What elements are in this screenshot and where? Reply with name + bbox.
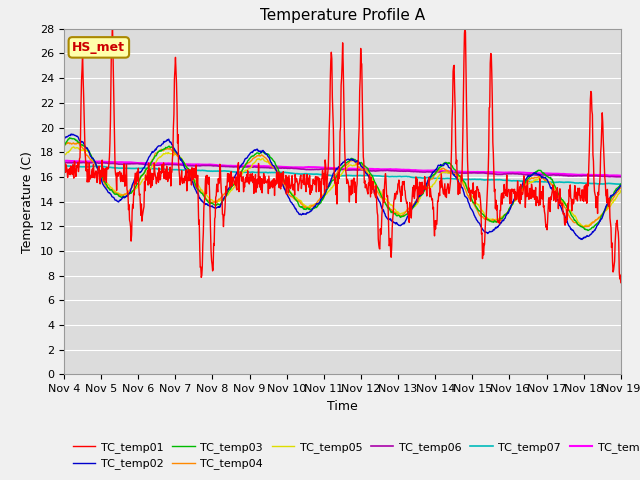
TC_temp02 — [617, 182, 625, 188]
TC_temp02 — [582, 235, 589, 240]
TC_temp04 — [208, 200, 216, 205]
TC_temp02 — [60, 136, 68, 142]
TC_temp07 — [267, 169, 275, 175]
TC_temp07 — [581, 180, 589, 186]
Line: TC_temp07: TC_temp07 — [64, 166, 621, 184]
TC_temp08 — [617, 173, 625, 179]
TC_temp02 — [348, 156, 356, 162]
TC_temp03 — [348, 156, 356, 161]
TC_temp04 — [348, 158, 356, 164]
TC_temp03 — [66, 135, 74, 141]
TC_temp05 — [463, 185, 471, 191]
TC_temp04 — [74, 140, 81, 145]
TC_temp05 — [617, 188, 625, 194]
TC_temp01 — [268, 178, 275, 184]
TC_temp03 — [208, 201, 216, 206]
X-axis label: Time: Time — [327, 400, 358, 413]
TC_temp05 — [580, 224, 588, 229]
TC_temp06 — [617, 174, 625, 180]
TC_temp06 — [208, 163, 216, 168]
TC_temp06 — [348, 167, 355, 173]
TC_temp05 — [60, 153, 68, 158]
TC_temp02 — [463, 195, 471, 201]
Line: TC_temp06: TC_temp06 — [64, 162, 621, 177]
TC_temp04 — [582, 224, 589, 229]
TC_temp08 — [463, 169, 471, 175]
TC_temp07 — [208, 168, 216, 174]
TC_temp03 — [268, 156, 275, 161]
TC_temp08 — [208, 162, 216, 168]
TC_temp06 — [133, 161, 141, 167]
TC_temp08 — [268, 164, 275, 169]
Line: TC_temp02: TC_temp02 — [64, 134, 621, 240]
TC_temp06 — [463, 170, 470, 176]
TC_temp06 — [60, 159, 68, 165]
TC_temp08 — [348, 166, 356, 171]
TC_temp01 — [617, 280, 625, 286]
TC_temp02 — [67, 131, 75, 137]
TC_temp05 — [208, 197, 216, 203]
TC_temp05 — [348, 163, 356, 168]
TC_temp03 — [60, 144, 68, 149]
TC_temp06 — [267, 165, 275, 171]
TC_temp05 — [268, 163, 275, 168]
TC_temp04 — [463, 191, 471, 197]
TC_temp01 — [581, 193, 589, 199]
TC_temp03 — [617, 181, 625, 187]
Line: TC_temp05: TC_temp05 — [64, 147, 621, 227]
TC_temp03 — [581, 226, 589, 232]
TC_temp01 — [133, 169, 141, 175]
TC_temp08 — [60, 158, 68, 164]
TC_temp02 — [208, 203, 216, 209]
TC_temp05 — [582, 222, 589, 228]
TC_temp03 — [463, 186, 471, 192]
TC_temp08 — [581, 172, 589, 178]
Legend: TC_temp01, TC_temp02, TC_temp03, TC_temp04, TC_temp05, TC_temp06, TC_temp07, TC_: TC_temp01, TC_temp02, TC_temp03, TC_temp… — [70, 439, 640, 473]
TC_temp05 — [133, 184, 141, 190]
TC_temp04 — [580, 225, 588, 230]
Line: TC_temp08: TC_temp08 — [64, 161, 621, 176]
TC_temp04 — [617, 185, 625, 191]
TC_temp07 — [463, 177, 470, 182]
Line: TC_temp03: TC_temp03 — [64, 138, 621, 230]
TC_temp01 — [463, 132, 471, 138]
TC_temp03 — [584, 228, 591, 233]
TC_temp04 — [133, 179, 141, 184]
TC_temp03 — [133, 181, 141, 187]
Line: TC_temp04: TC_temp04 — [64, 143, 621, 228]
TC_temp07 — [133, 166, 141, 171]
TC_temp04 — [268, 162, 275, 168]
Y-axis label: Temperature (C): Temperature (C) — [22, 151, 35, 252]
TC_temp01 — [348, 182, 356, 188]
TC_temp06 — [611, 174, 619, 180]
TC_temp01 — [208, 262, 216, 267]
TC_temp04 — [60, 143, 68, 148]
TC_temp02 — [133, 171, 141, 177]
Title: Temperature Profile A: Temperature Profile A — [260, 9, 425, 24]
TC_temp02 — [268, 160, 275, 166]
TC_temp02 — [577, 237, 585, 242]
TC_temp05 — [70, 144, 77, 150]
TC_temp06 — [581, 173, 589, 179]
TC_temp07 — [617, 181, 625, 187]
TC_temp08 — [133, 160, 141, 166]
Text: HS_met: HS_met — [72, 41, 125, 54]
TC_temp07 — [348, 173, 355, 179]
TC_temp01 — [60, 179, 68, 184]
Line: TC_temp01: TC_temp01 — [64, 26, 621, 283]
TC_temp08 — [63, 158, 71, 164]
TC_temp07 — [60, 163, 68, 168]
TC_temp01 — [109, 23, 116, 29]
